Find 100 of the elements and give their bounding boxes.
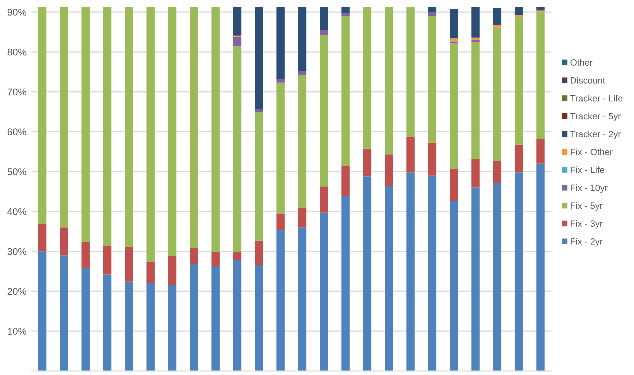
legend-label: Other <box>570 59 593 66</box>
bar <box>320 30 328 36</box>
y-tick-label: 90% <box>8 9 26 16</box>
bar <box>514 8 524 16</box>
bar <box>536 164 545 372</box>
legend-label: Tracker - 5yr <box>570 113 621 122</box>
bar <box>125 8 134 248</box>
y-tick-label: 20% <box>8 288 26 296</box>
bar <box>298 208 307 228</box>
bar <box>168 286 177 372</box>
y-tick-label: 70% <box>8 88 26 96</box>
bar <box>428 12 437 16</box>
bar <box>363 148 372 177</box>
bar <box>255 266 264 372</box>
bar <box>146 262 155 284</box>
bar <box>342 8 350 14</box>
bar <box>212 252 220 266</box>
bar <box>493 161 502 183</box>
legend-label: Fix - 3yr <box>571 220 603 229</box>
bar <box>82 8 90 242</box>
bar <box>276 230 285 372</box>
bar <box>60 256 68 372</box>
bar <box>514 144 524 173</box>
bar <box>428 142 437 176</box>
bar <box>212 266 220 372</box>
bar <box>320 212 328 372</box>
bar <box>406 138 415 173</box>
bar <box>233 252 242 260</box>
bar <box>472 8 480 38</box>
bar <box>233 46 242 252</box>
bar <box>536 8 545 11</box>
bar <box>103 246 112 275</box>
bar <box>363 176 372 372</box>
bar <box>428 16 437 143</box>
bar <box>233 260 242 372</box>
bar <box>168 8 177 256</box>
y-tick-label: 50% <box>8 168 26 176</box>
bar <box>298 75 307 208</box>
bar <box>38 252 47 372</box>
bar <box>103 8 112 246</box>
bar <box>342 196 350 372</box>
bar <box>493 8 502 26</box>
bar <box>514 172 524 372</box>
bar <box>428 8 437 12</box>
bar <box>146 8 155 262</box>
bar <box>342 16 350 166</box>
bar <box>363 8 372 149</box>
bar <box>276 8 285 80</box>
bar <box>428 176 437 372</box>
legend-label: Tracker - Life <box>570 95 623 102</box>
bar <box>82 242 90 268</box>
bar <box>276 214 285 230</box>
bar <box>233 8 242 36</box>
bar <box>493 182 502 372</box>
bar <box>450 201 458 372</box>
bar <box>125 282 134 372</box>
bar <box>450 38 458 42</box>
bar <box>342 13 350 17</box>
bar <box>514 17 524 145</box>
bar <box>536 139 545 164</box>
legend-label: Fix - 5yr <box>571 202 603 211</box>
bar <box>60 8 68 228</box>
bar <box>255 112 264 241</box>
bar <box>450 9 458 39</box>
bar <box>38 8 47 224</box>
bar <box>472 188 480 372</box>
bar <box>472 159 480 188</box>
bar <box>103 274 112 372</box>
y-tick-label: 40% <box>8 208 26 216</box>
legend-label: Discount <box>571 77 606 84</box>
bar <box>125 247 134 282</box>
bar <box>276 82 285 214</box>
bar <box>320 186 328 213</box>
bar <box>233 37 242 47</box>
bar <box>190 248 198 264</box>
y-tick-label: 80% <box>8 48 26 56</box>
y-tick-label: 60% <box>8 128 26 136</box>
bar <box>298 228 307 372</box>
bar <box>450 44 458 170</box>
bar <box>276 79 285 83</box>
bar <box>472 42 480 160</box>
bar <box>320 8 328 30</box>
bar <box>82 268 90 372</box>
bar <box>385 8 394 155</box>
bar <box>212 8 220 252</box>
bar <box>255 8 264 110</box>
bar <box>406 172 415 372</box>
bar <box>493 25 502 28</box>
bar <box>385 154 394 186</box>
bar <box>190 8 198 248</box>
bar <box>146 283 155 372</box>
y-tick-label: 10% <box>8 328 26 335</box>
bar <box>342 166 350 196</box>
legend-label: Fix - 2yr <box>571 238 603 247</box>
bar <box>60 228 68 256</box>
bar <box>298 8 307 72</box>
bar <box>406 8 415 138</box>
bar <box>298 71 307 76</box>
bar <box>320 35 328 187</box>
bar <box>450 169 458 202</box>
